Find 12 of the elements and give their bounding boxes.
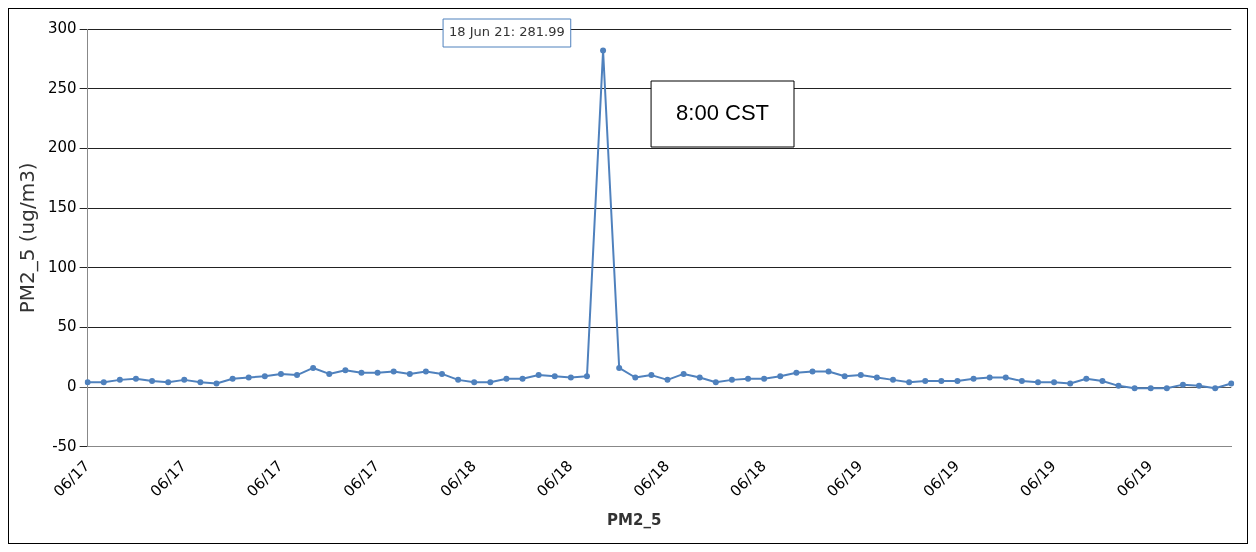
y-tick-label: 150 (47, 197, 77, 216)
y-tick-label: 50 (57, 317, 77, 336)
y-tick-label: 300 (47, 18, 77, 37)
y-tick-label: 200 (47, 138, 77, 157)
text: PM2_5 (607, 511, 662, 530)
y-tick-label: -50 (52, 436, 77, 455)
annotation: 8:00 CST (676, 100, 770, 126)
annotation: 18 Jun 21: 281.99 (449, 24, 565, 40)
y-tick-label: 100 (47, 257, 77, 276)
y-axis-title: PM2_5 (ug/m3) (15, 162, 40, 314)
y-tick-label: 250 (47, 78, 77, 97)
y-tick-label: 0 (67, 376, 77, 395)
